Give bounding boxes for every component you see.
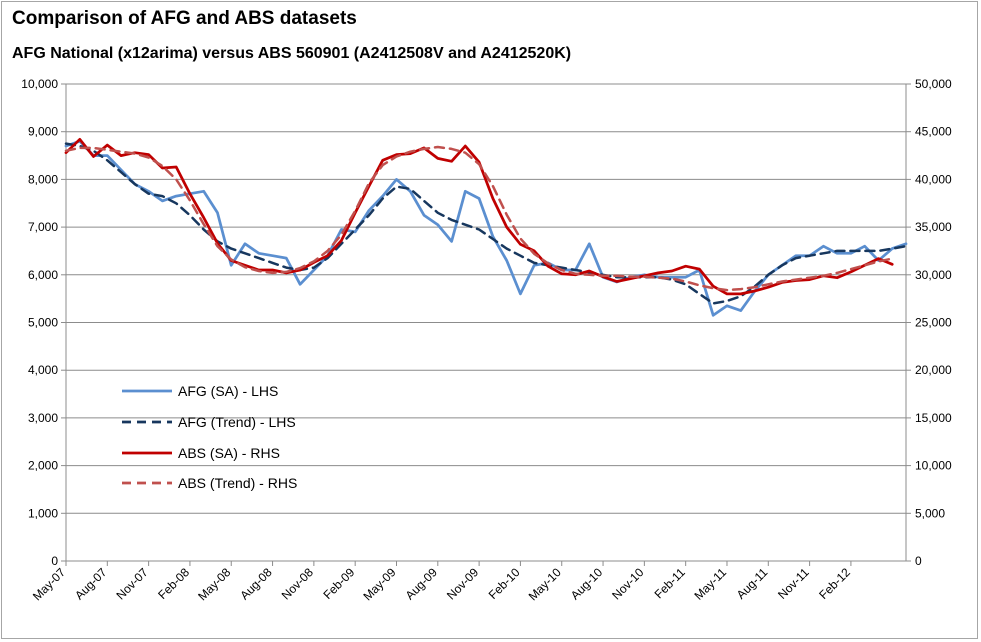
y-left-tick-label: 9,000 xyxy=(28,125,58,139)
series-line-4 xyxy=(64,145,894,292)
y-right-tick-label: 45,000 xyxy=(915,125,952,139)
y-right-tick-label: 35,000 xyxy=(915,220,952,234)
x-tick-label: Feb-11 xyxy=(652,565,688,601)
x-tick-label: Nov-08 xyxy=(279,565,316,602)
y-right-tick-label: 0 xyxy=(915,554,922,568)
x-tick-label: Aug-09 xyxy=(403,565,440,602)
y-left-tick-label: 6,000 xyxy=(28,268,58,282)
y-left-tick-label: 10,000 xyxy=(21,77,58,91)
x-tick-label: Nov-09 xyxy=(444,565,481,602)
x-tick-label: Feb-10 xyxy=(486,565,523,602)
x-tick-label: Feb-12 xyxy=(816,565,853,602)
y-left-tick-label: 3,000 xyxy=(28,411,58,425)
chart-title: Comparison of AFG and ABS datasets xyxy=(12,8,357,29)
x-tick-label: Aug-11 xyxy=(734,565,771,602)
x-tick-label: Nov-11 xyxy=(775,565,812,602)
legend-label: ABS (Trend) - RHS xyxy=(178,475,297,491)
legend-label: ABS (SA) - RHS xyxy=(178,445,280,461)
y-left-tick-label: 0 xyxy=(51,554,58,568)
x-tick-label: Feb-08 xyxy=(155,565,192,602)
y-right-tick-label: 5,000 xyxy=(915,506,945,520)
series-line-3 xyxy=(64,137,894,296)
x-tick-label: Aug-07 xyxy=(72,565,109,602)
y-left-tick-label: 2,000 xyxy=(28,459,58,473)
x-tick-label: May-10 xyxy=(526,565,564,603)
legend-label: AFG (SA) - LHS xyxy=(178,383,278,399)
y-right-tick-label: 25,000 xyxy=(915,316,952,330)
y-left-tick-label: 7,000 xyxy=(28,220,58,234)
x-tick-label: Nov-07 xyxy=(113,565,150,602)
y-left-tick-label: 5,000 xyxy=(28,316,58,330)
y-right-tick-label: 20,000 xyxy=(915,363,952,377)
y-right-tick-label: 40,000 xyxy=(915,172,952,186)
y-left-tick-label: 4,000 xyxy=(28,363,58,377)
y-left-tick-label: 1,000 xyxy=(28,506,58,520)
x-tick-label: Aug-10 xyxy=(568,565,605,602)
y-right-tick-label: 50,000 xyxy=(915,77,952,91)
x-tick-label: Feb-09 xyxy=(321,565,358,602)
x-tick-label: Aug-08 xyxy=(237,565,274,602)
y-right-tick-label: 10,000 xyxy=(915,459,952,473)
y-right-tick-label: 30,000 xyxy=(915,268,952,282)
y-right-tick-label: 15,000 xyxy=(915,411,952,425)
series-line-2 xyxy=(64,142,908,305)
x-tick-label: Nov-10 xyxy=(609,565,646,602)
x-tick-label: May-11 xyxy=(692,565,730,603)
x-tick-label: May-07 xyxy=(30,565,68,603)
legend-label: AFG (Trend) - LHS xyxy=(178,414,296,430)
y-left-tick-label: 8,000 xyxy=(28,172,58,186)
x-tick-label: May-09 xyxy=(360,565,398,603)
series-line-1 xyxy=(64,139,908,317)
x-tick-label: May-08 xyxy=(195,565,233,603)
chart-subtitle: AFG National (x12arima) versus ABS 56090… xyxy=(12,45,572,62)
